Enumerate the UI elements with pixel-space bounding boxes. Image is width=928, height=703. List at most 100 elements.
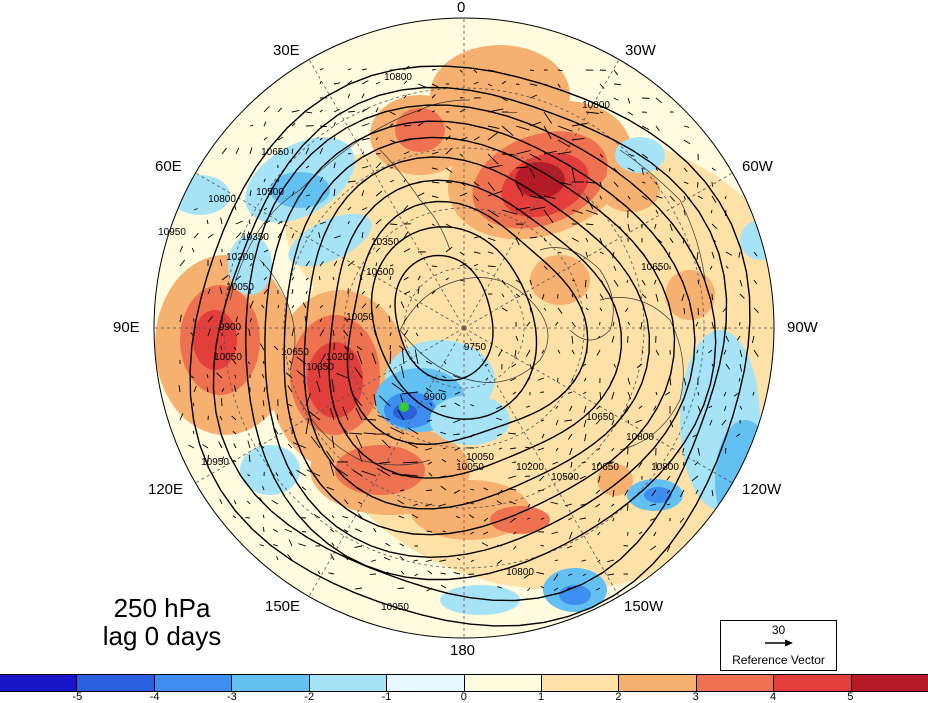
wind-vector [221, 398, 222, 406]
lon-label-90e: 90E [113, 319, 140, 336]
anomaly-patch [644, 487, 672, 503]
wind-vector [348, 153, 351, 154]
lon-label-60e: 60E [155, 158, 182, 175]
anomaly-patch [490, 506, 550, 534]
colorbar-cell [77, 675, 154, 691]
anomaly-patch [715, 420, 775, 540]
lon-label-150w: 150W [624, 598, 663, 615]
wind-vector [432, 69, 436, 70]
wind-vector [585, 280, 586, 287]
colorbar-tick-label: 1 [531, 691, 551, 703]
wind-vector [725, 210, 726, 216]
colorbar-cell [465, 675, 542, 691]
reference-vector-box: 30 Reference Vector [720, 620, 837, 671]
colorbar-cell [542, 675, 619, 691]
colorbar-tick-label: 0 [454, 691, 474, 703]
contour-label: 10650 [641, 262, 669, 273]
wind-vector [263, 527, 264, 532]
contour-label: 10050 [226, 282, 254, 293]
highlight-marker [399, 402, 409, 412]
wind-vector [538, 490, 544, 491]
colorbar-cell [852, 675, 928, 691]
contour-label: 10800 [626, 432, 654, 443]
anomaly-patch [740, 220, 780, 260]
colorbar-cell [387, 675, 464, 691]
contour-label: 10350 [306, 362, 334, 373]
colorbar-tick-label: -1 [377, 691, 397, 703]
wind-vector [441, 406, 446, 407]
lon-label-180: 180 [450, 642, 475, 659]
lon-label-0: 0 [457, 0, 465, 16]
colorbar-tick-label: -3 [222, 691, 242, 703]
colorbar-cell [310, 675, 387, 691]
colorbar-cell [774, 675, 851, 691]
contour-label: 10800 [582, 100, 610, 111]
colorbar-tick-label: -5 [67, 691, 87, 703]
colorbar-cell [697, 675, 774, 691]
contour-label: 10950 [201, 457, 229, 468]
wind-vector [348, 111, 355, 112]
contour-label: 9900 [219, 322, 242, 333]
wind-vector [426, 490, 432, 491]
reference-vector-label: Reference Vector [721, 653, 836, 667]
lon-label-60w: 60W [742, 158, 773, 175]
contour-label: 10050 [456, 462, 484, 473]
wind-vector [558, 70, 563, 71]
contour-label: 10350 [241, 232, 269, 243]
colorbar-cell [0, 675, 77, 691]
lon-label-30w: 30W [625, 42, 656, 59]
wind-vector [712, 294, 713, 300]
contour-label: 10650 [261, 147, 289, 158]
contour-label: 10200 [516, 462, 544, 473]
anomaly-patch [530, 255, 590, 305]
wind-vector [712, 182, 713, 187]
lon-label-120w: 120W [742, 481, 781, 498]
anomaly-patch [395, 108, 445, 152]
contour-label: 10500 [551, 472, 579, 483]
colorbar-tick-label: -4 [145, 691, 165, 703]
colorbar-cell [619, 675, 696, 691]
contour-label: 10650 [591, 462, 619, 473]
anomaly-patch [559, 585, 591, 605]
wind-vector [488, 266, 496, 267]
lon-label-30e: 30E [273, 42, 300, 59]
contour-label: 10500 [256, 187, 284, 198]
colorbar [0, 674, 928, 692]
colorbar-cell [232, 675, 309, 691]
contour-label: 10350 [371, 237, 399, 248]
lon-label-150e: 150E [265, 598, 300, 615]
reference-arrow-icon [764, 638, 794, 648]
colorbar-cell [155, 675, 232, 691]
contour-label: 10050 [346, 312, 374, 323]
contour-label: 10800 [506, 567, 534, 578]
contour-label: 10650 [281, 347, 309, 358]
colorbar-tick-label: 2 [608, 691, 628, 703]
lon-label-120e: 120E [148, 481, 183, 498]
anomaly-patch [600, 168, 660, 212]
wind-vector [245, 517, 250, 518]
caption: 250 hPa lag 0 days [82, 594, 242, 650]
contour-label: 10050 [214, 352, 242, 363]
contour-label: 10500 [366, 267, 394, 278]
wind-vector [417, 304, 418, 308]
colorbar-tick-label: 5 [840, 691, 860, 703]
contour-label: 9900 [424, 392, 447, 403]
contour-label: 9750 [464, 342, 487, 353]
wind-vector [698, 308, 699, 315]
contour-label: 10950 [381, 602, 409, 613]
contour-label: 10800 [651, 462, 679, 473]
wind-vector [684, 308, 685, 314]
wind-vector [432, 266, 437, 267]
colorbar-tick-label: -2 [299, 691, 319, 703]
colorbar-tick-label: 3 [686, 691, 706, 703]
wind-vector [390, 224, 397, 225]
contour-label: 10800 [208, 194, 236, 205]
anomaly-patch [665, 270, 715, 320]
lon-label-90w: 90W [787, 319, 818, 336]
caption-lag: lag 0 days [82, 622, 242, 650]
contour-label: 10200 [226, 252, 254, 263]
contour-label: 10650 [586, 412, 614, 423]
contour-label: 10800 [384, 72, 412, 83]
caption-level: 250 hPa [82, 594, 242, 622]
wind-vector [397, 588, 404, 589]
